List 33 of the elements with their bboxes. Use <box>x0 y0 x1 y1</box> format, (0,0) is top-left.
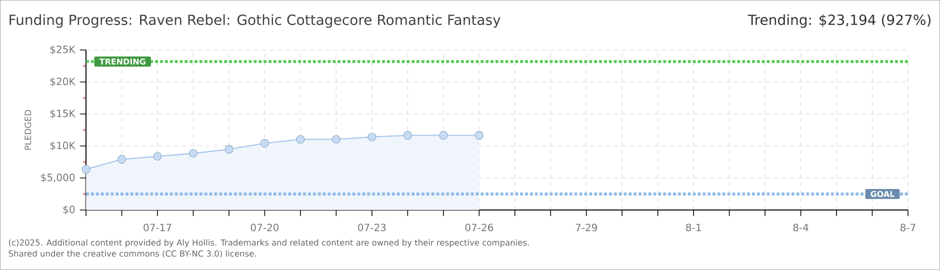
y-tick-label: $25K <box>50 45 76 55</box>
x-tick-label: 07-23 <box>358 224 386 232</box>
y-tick-label: $10K <box>50 141 76 151</box>
y-axis-title: PLEDGED <box>24 110 32 150</box>
point <box>153 152 162 161</box>
point <box>117 155 126 164</box>
text: (c)2025. Additional content provided by Aly Hollis. Trademarks and related content are owned by their respective companies. <box>8 239 529 248</box>
point <box>82 165 90 174</box>
point <box>439 131 448 140</box>
text: Shared under the creative commons (CC BY-NC 3.0) license. <box>8 250 256 258</box>
x-tick-label: 07-17 <box>144 224 172 232</box>
y-tick-label: $5,000 <box>41 173 75 183</box>
x-tick-label: 8-1 <box>686 224 701 232</box>
y-tick-label: $0 <box>63 205 75 215</box>
x-tick-label: 07-20 <box>250 224 279 232</box>
point <box>260 139 269 148</box>
x-tick-label: 7-29 <box>576 224 597 232</box>
point <box>188 149 198 158</box>
point <box>332 135 340 144</box>
point <box>474 131 484 140</box>
chart-subtitle: Trending: $23,194 (927%) <box>748 14 930 28</box>
point <box>403 131 412 140</box>
point <box>368 132 376 142</box>
ref-line-label: TRENDING <box>99 58 146 65</box>
x-tick-label: 8-7 <box>900 224 916 232</box>
point <box>224 145 234 154</box>
ref-line-label: GOAL <box>870 190 895 198</box>
x-tick-label: 07-26 <box>465 224 494 232</box>
y-tick-label: $15K <box>50 109 76 119</box>
y-tick-label: $20K <box>50 77 76 87</box>
point <box>296 135 305 144</box>
chart-title: Funding Progress: Raven Rebel: Gothic Cottagecore Romantic Fantasy <box>10 14 500 28</box>
x-tick-label: 8-4 <box>793 224 808 232</box>
